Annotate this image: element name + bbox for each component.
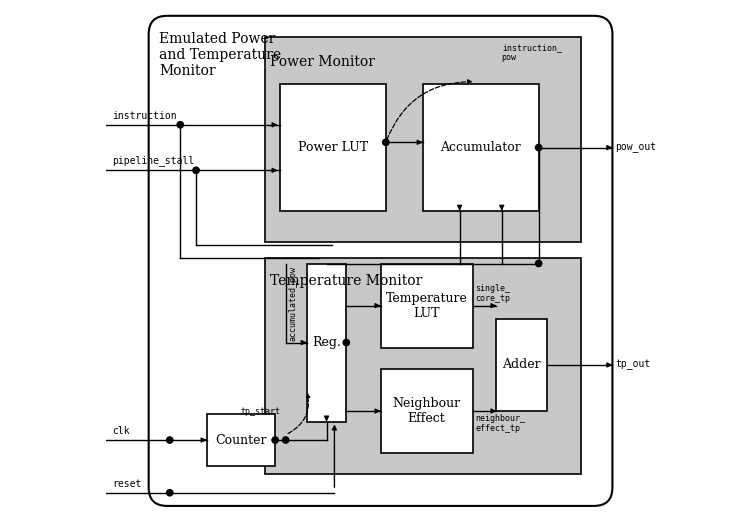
Circle shape: [193, 167, 199, 173]
Text: Counter: Counter: [215, 434, 266, 446]
Bar: [423, 84, 539, 211]
Text: accumulated_pow: accumulated_pow: [289, 266, 297, 340]
Text: single_
core_tp: single_ core_tp: [475, 284, 511, 303]
Text: Emulated Power
and Temperature
Monitor: Emulated Power and Temperature Monitor: [159, 32, 281, 78]
Circle shape: [166, 490, 173, 496]
Circle shape: [536, 260, 542, 267]
Text: Reg.: Reg.: [312, 336, 341, 349]
Bar: [497, 319, 547, 411]
Text: tp_out: tp_out: [615, 360, 650, 370]
Text: Accumulator: Accumulator: [440, 141, 521, 154]
Text: Power LUT: Power LUT: [298, 141, 369, 154]
Circle shape: [166, 437, 173, 443]
Bar: [280, 84, 386, 211]
Bar: [206, 414, 275, 466]
Text: instruction_
pow: instruction_ pow: [502, 43, 562, 62]
Text: Temperature
LUT: Temperature LUT: [386, 291, 468, 320]
Circle shape: [272, 437, 278, 443]
Circle shape: [343, 339, 349, 346]
Text: clk: clk: [112, 426, 130, 436]
Text: neighbour_
effect_tp: neighbour_ effect_tp: [475, 414, 525, 433]
Text: instruction: instruction: [112, 111, 176, 121]
Text: pipeline_stall: pipeline_stall: [112, 155, 194, 166]
Text: reset: reset: [112, 479, 141, 489]
Circle shape: [536, 144, 542, 151]
Text: tp_start: tp_start: [240, 406, 280, 416]
Bar: [265, 37, 581, 242]
Text: pow_out: pow_out: [615, 142, 656, 153]
Bar: [265, 258, 581, 474]
Text: Neighbour
Effect: Neighbour Effect: [393, 397, 461, 425]
Bar: [380, 264, 473, 348]
FancyBboxPatch shape: [149, 16, 613, 506]
Text: Temperature Monitor: Temperature Monitor: [270, 274, 423, 288]
Circle shape: [383, 139, 389, 145]
Circle shape: [283, 437, 289, 443]
Bar: [307, 264, 346, 422]
Bar: [380, 369, 473, 453]
Circle shape: [177, 122, 184, 128]
Text: Adder: Adder: [502, 358, 541, 372]
Text: Power Monitor: Power Monitor: [270, 55, 375, 70]
